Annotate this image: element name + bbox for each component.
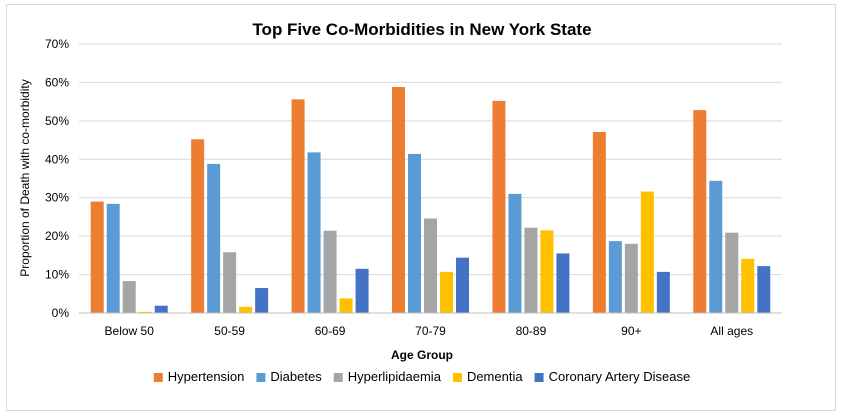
legend-label: Hyperlipidaemia [348,369,442,384]
bar-diabetes [608,241,622,313]
y-tick-label: 10% [45,268,69,282]
x-tick-label: 70-79 [415,324,446,338]
bar-diabetes [207,163,221,313]
bar-coronary-artery-disease [154,305,168,313]
x-tick-label: Below 50 [105,324,155,338]
legend-label: Diabetes [270,369,322,384]
y-tick-label: 70% [45,37,69,51]
x-tick-label: 90+ [621,324,641,338]
bar-dementia [540,230,554,313]
bar-diabetes [408,153,421,313]
y-tick-label: 20% [45,229,69,243]
bar-diabetes [709,180,723,313]
legend-swatch [452,373,462,382]
bar-dementia [440,271,453,313]
y-tick-label: 50% [45,114,69,128]
bar-hyperlipidaemia [725,232,739,313]
bar-hypertension [592,132,606,313]
bar-coronary-artery-disease [656,271,670,313]
y-tick-label: 60% [45,75,69,89]
x-axis-title: Age Group [391,348,453,362]
y-tick-label: 40% [45,152,69,166]
bar-hyperlipidaemia [524,227,538,313]
y-axis-title: Proportion of Death with co-morbidity [18,79,32,276]
legend-item: Dementia [452,369,523,384]
x-tick-label: 80-89 [516,324,547,338]
bar-coronary-artery-disease [456,257,469,313]
bar-dementia [239,306,253,313]
bar-hypertension [90,201,104,313]
legend-swatch [153,373,163,382]
legend-swatch [534,373,544,382]
legend-label: Coronary Artery Disease [549,369,691,384]
legend-swatch [256,373,266,382]
bar-hypertension [291,99,305,313]
legend-item: Coronary Artery Disease [534,369,691,384]
x-tick-label: All ages [710,324,753,338]
bar-hyperlipidaemia [323,230,337,313]
bar-diabetes [106,203,120,313]
bar-coronary-artery-disease [556,253,570,313]
legend-label: Dementia [467,369,523,384]
bar-dementia [339,298,353,313]
bar-hypertension [492,100,506,313]
legend-item: Diabetes [256,369,322,384]
x-tick-label: 50-59 [214,324,245,338]
legend-item: Hypertension [153,369,245,384]
chart-frame: Top Five Co-Morbidities in New York Stat… [6,4,836,411]
comorbidity-bar-chart: Top Five Co-Morbidities in New York Stat… [18,20,782,384]
bar-hypertension [392,87,405,313]
bar-hyperlipidaemia [223,252,237,313]
x-tick-label: 60-69 [315,324,346,338]
chart-title: Top Five Co-Morbidities in New York Stat… [252,20,591,39]
legend-swatch [333,373,343,382]
y-tick-label: 0% [52,306,70,320]
bar-dementia [138,311,152,313]
bar-dementia [640,191,654,313]
bar-diabetes [307,152,321,313]
legend-label: Hypertension [168,369,245,384]
bar-hypertension [693,110,707,314]
axis-layer: 0% 10% 20% 30% 40% 50% 60% 70% Below 50 50-59 60-6… [45,37,782,338]
bar-hyperlipidaemia [122,281,136,313]
y-tick-label: 30% [45,191,69,205]
bar-diabetes [508,193,522,313]
legend-item: Hyperlipidaemia [333,369,442,384]
bar-coronary-artery-disease [355,268,369,313]
bar-hyperlipidaemia [424,218,437,313]
bar-dementia [741,258,755,313]
bar-hypertension [191,139,205,313]
bar-coronary-artery-disease [255,288,269,313]
bars-layer [90,87,771,314]
legend: Hypertension Diabetes Hyperlipidaemia Demen… [153,369,691,384]
bar-coronary-artery-disease [757,266,771,313]
bar-hyperlipidaemia [624,243,638,313]
